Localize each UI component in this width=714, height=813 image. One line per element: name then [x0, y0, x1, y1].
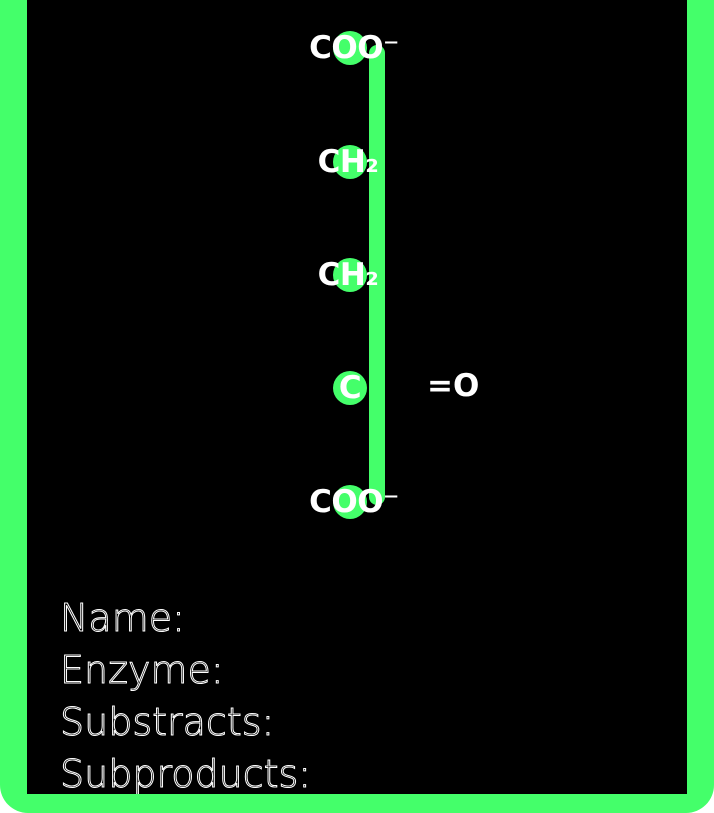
- group-ketone-oxygen: =O: [427, 368, 480, 404]
- subproducts-field-label: Subproducts:: [59, 752, 312, 795]
- atom-node-2: [333, 145, 367, 179]
- atom-node-5: [333, 485, 367, 519]
- group-methylene-2: CH₂: [317, 257, 379, 293]
- name-field-label: Name:: [59, 596, 185, 641]
- atom-node-4: [333, 371, 367, 405]
- molecule-card: COO⁻ CH₂ CH₂ C COO⁻ =O Name: Enzyme: Sub…: [27, 0, 687, 794]
- group-carboxylate-top: COO⁻: [309, 30, 399, 66]
- enzyme-field-label: Enzyme:: [59, 648, 224, 693]
- group-carbonyl-carbon: C: [338, 370, 362, 406]
- group-methylene-1: CH₂: [317, 144, 379, 180]
- group-carboxylate-bottom: COO⁻: [309, 484, 399, 520]
- atom-node-3: [333, 258, 367, 292]
- info-fields: Name: Enzyme: Substracts: Subproducts:: [59, 592, 312, 795]
- atom-node-1: [333, 31, 367, 65]
- carbon-chain-bond: [369, 45, 385, 505]
- substracts-field-label: Substracts:: [59, 700, 275, 745]
